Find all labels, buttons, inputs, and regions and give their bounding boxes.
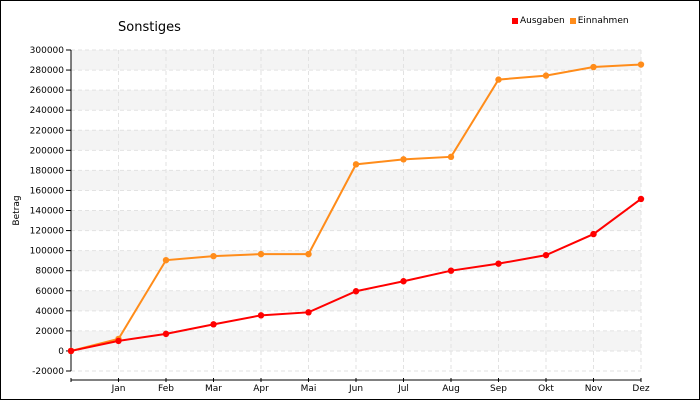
y-tick-label: 200000	[30, 146, 65, 156]
y-tick-label: -20000	[32, 367, 64, 377]
y-tick-label: 60000	[35, 287, 64, 297]
data-point-ausgaben	[447, 267, 455, 274]
data-point-ausgaben	[495, 260, 502, 267]
grid-band	[71, 170, 641, 191]
y-tick-label: 80000	[35, 267, 64, 277]
y-tick-label: 20000	[35, 327, 64, 337]
legend-swatch-ausgaben	[512, 18, 518, 24]
data-point-einnahmen	[447, 153, 455, 161]
data-point-ausgaben	[257, 312, 265, 319]
data-point-einnahmen	[257, 250, 265, 258]
x-tick-label: Mar	[205, 384, 222, 394]
legend-item-ausgaben[interactable]: Ausgaben	[512, 16, 565, 26]
data-point-ausgaben	[162, 330, 170, 338]
y-tick-label: 100000	[30, 247, 65, 257]
y-tick-label: 180000	[30, 166, 65, 176]
x-tick-label: Feb	[158, 384, 174, 394]
x-tick-label: Dez	[632, 384, 649, 394]
y-tick-label: 120000	[30, 227, 65, 237]
data-point-ausgaben	[542, 251, 550, 259]
data-point-ausgaben	[637, 195, 645, 203]
data-point-einnahmen	[210, 252, 217, 260]
data-point-einnahmen	[400, 156, 407, 163]
x-tick-label: Jun	[348, 384, 363, 394]
grid-band	[71, 130, 641, 151]
chart-legend: Ausgaben Einnahmen	[512, 16, 629, 26]
data-point-ausgaben	[210, 321, 217, 328]
x-tick-label: Sep	[490, 384, 507, 394]
legend-label-einnahmen: Einnahmen	[577, 16, 629, 26]
data-point-ausgaben	[305, 309, 312, 316]
y-tick-label: 160000	[30, 186, 65, 196]
data-point-einnahmen	[542, 72, 550, 79]
x-tick-label: Nov	[585, 384, 603, 394]
data-point-einnahmen	[590, 63, 597, 71]
data-point-einnahmen	[495, 76, 502, 83]
y-axis-label: Betrag	[12, 195, 22, 225]
y-tick-label: 280000	[30, 66, 65, 76]
y-tick-label: 260000	[30, 86, 65, 96]
data-point-ausgaben	[590, 230, 597, 238]
y-tick-label: 140000	[30, 207, 65, 217]
y-tick-label: 240000	[30, 106, 65, 116]
data-point-ausgaben	[352, 288, 360, 295]
data-point-ausgaben	[400, 278, 407, 285]
data-point-ausgaben	[115, 337, 122, 345]
x-tick-label: Aug	[442, 384, 460, 394]
x-tick-label: Apr	[253, 384, 269, 394]
y-tick-label: 220000	[30, 126, 65, 136]
legend-item-einnahmen[interactable]: Einnahmen	[569, 16, 629, 26]
legend-swatch-einnahmen	[569, 18, 576, 24]
chart-title: Sonstiges	[118, 20, 181, 35]
x-tick-label: Mai	[301, 384, 317, 394]
data-point-ausgaben	[67, 347, 75, 355]
data-point-einnahmen	[352, 161, 360, 168]
y-tick-label: 0	[58, 347, 64, 357]
y-tick-label: 40000	[35, 307, 64, 317]
data-point-einnahmen	[162, 256, 170, 264]
y-tick-label: 300000	[30, 46, 65, 56]
x-tick-label: Jan	[111, 384, 126, 394]
x-tick-label: Okt	[538, 384, 554, 394]
data-point-einnahmen	[305, 250, 312, 258]
legend-label-ausgaben: Ausgaben	[520, 16, 565, 26]
x-tick-label: Jul	[397, 384, 409, 394]
data-point-einnahmen	[637, 61, 645, 68]
